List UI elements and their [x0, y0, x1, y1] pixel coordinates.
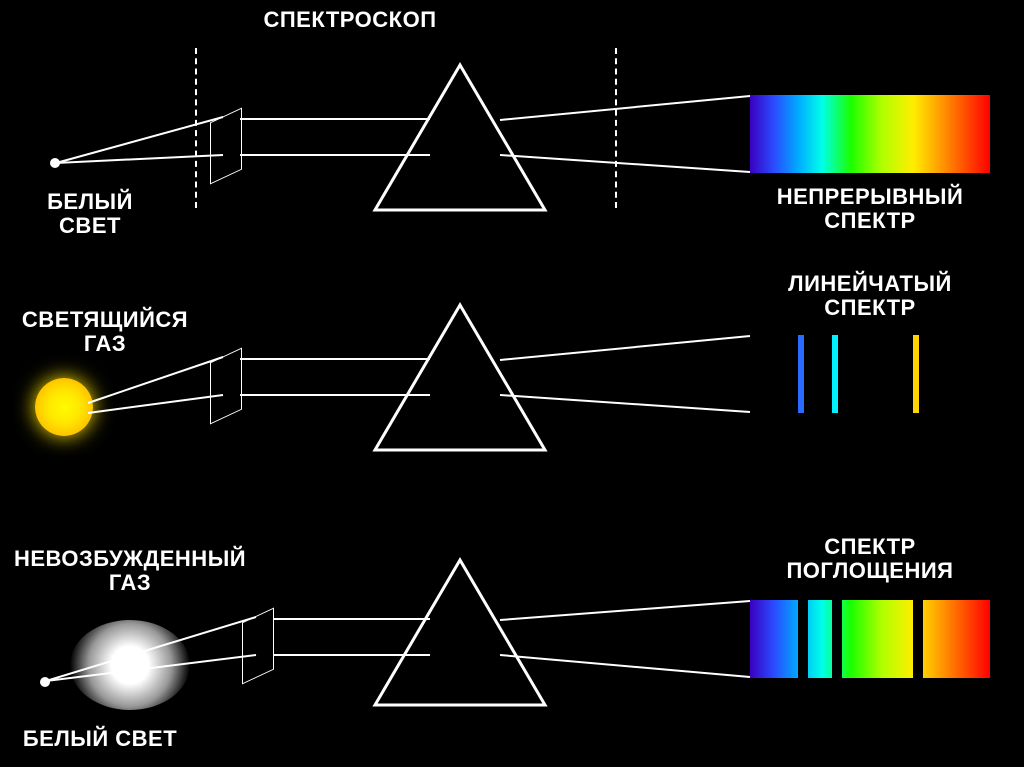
cold-gas-cloud — [70, 620, 190, 710]
prism-3 — [365, 555, 545, 705]
source-label-white-light: БЕЛЫЙ СВЕТ — [10, 190, 170, 238]
prism-1 — [365, 60, 545, 210]
spectroscopy-diagram: СПЕКТРОСКОП БЕЛЫЙ СВЕТ НЕПРЕРЫВНЫЙ СПЕКТ… — [0, 0, 1024, 767]
slit-1 — [210, 108, 242, 185]
row-emission: СВЕТЯЩИЙСЯ ГАЗ ЛИНЕЙЧАТЫЙ СПЕКТР — [0, 300, 1024, 500]
absorption-line-3 — [913, 600, 923, 678]
white-light-point-2 — [40, 677, 50, 687]
source-label-glowing-gas: СВЕТЯЩИЙСЯ ГАЗ — [0, 308, 210, 356]
row-continuous: БЕЛЫЙ СВЕТ НЕПРЕРЫВНЫЙ СПЕКТР — [0, 60, 1024, 260]
spectrum-absorption — [750, 600, 990, 678]
spectrum-continuous — [750, 95, 990, 173]
spectrum-label-continuous: НЕПРЕРЫВНЫЙ СПЕКТР — [720, 185, 1020, 233]
row-absorption: НЕВОЗБУЖДЕННЫЙ ГАЗ БЕЛЫЙ СВЕТ СПЕКТР ПОГ… — [0, 555, 1024, 765]
emission-line-2 — [832, 335, 838, 413]
spectrum-label-absorption: СПЕКТР ПОГЛОЩЕНИЯ — [720, 535, 1020, 583]
prism-2 — [365, 300, 545, 450]
source-label-cold-gas: НЕВОЗБУЖДЕННЫЙ ГАЗ — [0, 547, 260, 595]
glowing-gas-source — [35, 378, 93, 436]
white-light-point — [50, 158, 60, 168]
slit-3 — [242, 608, 274, 685]
slit-2 — [210, 348, 242, 425]
spectrum-label-emission: ЛИНЕЙЧАТЫЙ СПЕКТР — [720, 272, 1020, 320]
spectrum-emission — [750, 335, 990, 413]
emission-line-3 — [913, 335, 919, 413]
title-spectroscope: СПЕКТРОСКОП — [220, 8, 480, 32]
absorption-line-2 — [832, 600, 842, 678]
emission-line-1 — [798, 335, 804, 413]
absorption-line-1 — [798, 600, 808, 678]
source-label-white-light-2: БЕЛЫЙ СВЕТ — [0, 727, 200, 751]
